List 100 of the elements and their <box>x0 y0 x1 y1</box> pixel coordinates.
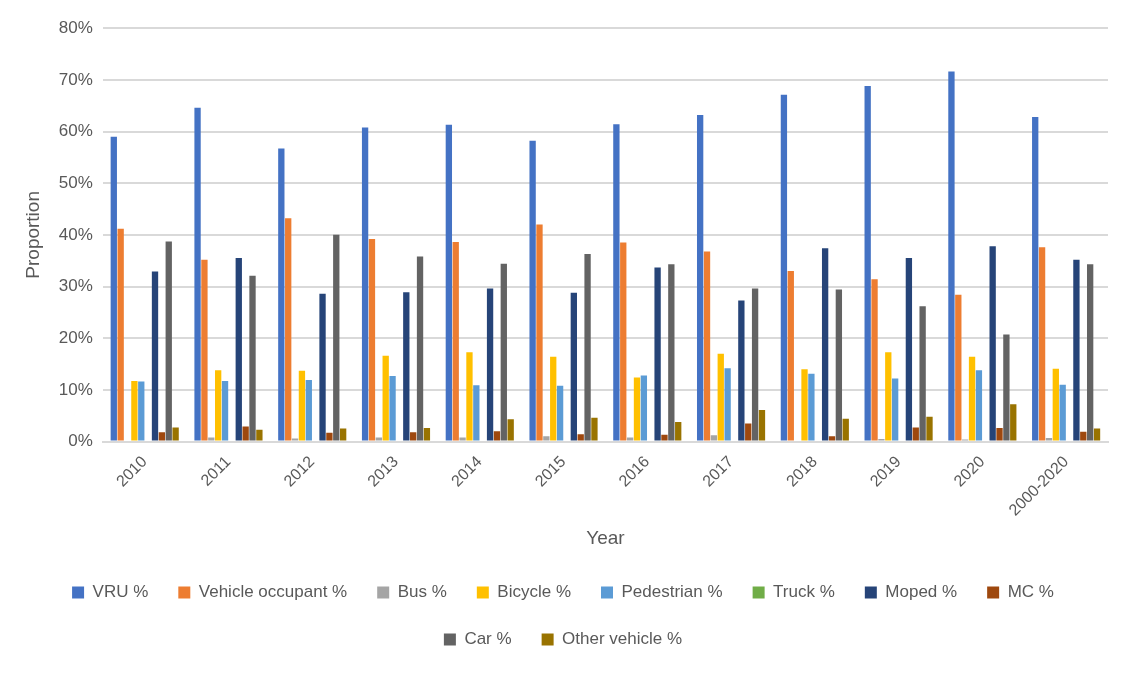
y-tick-label: 60% <box>58 121 93 141</box>
bar <box>1010 404 1017 441</box>
bar <box>835 289 843 441</box>
bar <box>668 264 675 441</box>
bar <box>529 140 536 441</box>
bar <box>948 71 955 441</box>
bar <box>158 432 166 441</box>
bar <box>710 435 718 441</box>
bar <box>620 242 627 441</box>
bar <box>305 380 312 441</box>
bar <box>117 228 124 441</box>
bar <box>423 428 431 441</box>
bar <box>885 352 892 441</box>
legend-label: VRU % <box>92 582 149 602</box>
bar <box>1032 117 1039 441</box>
bar <box>466 352 473 441</box>
legend-label: Pedestrian % <box>621 582 723 602</box>
bar <box>550 356 557 441</box>
bar <box>375 437 382 441</box>
bar <box>801 369 808 441</box>
bar <box>201 259 208 441</box>
legend-label: Vehicle occupant % <box>198 582 348 602</box>
bar <box>298 370 306 441</box>
bar <box>138 381 145 441</box>
bar <box>368 238 376 441</box>
bar <box>745 423 752 441</box>
bar <box>751 288 759 441</box>
bar <box>1073 259 1080 441</box>
bar <box>892 378 899 441</box>
bar <box>285 218 292 441</box>
y-tick-label: 50% <box>58 172 93 192</box>
y-tick-label: 20% <box>58 327 93 347</box>
y-tick-label: 80% <box>58 17 93 37</box>
bar <box>221 381 229 441</box>
x-axis-title: Year <box>586 526 626 548</box>
bar <box>452 242 459 441</box>
bar <box>416 256 424 441</box>
bar <box>577 434 584 441</box>
bar <box>1052 368 1059 441</box>
bar <box>912 427 919 441</box>
bar <box>278 148 285 441</box>
bar <box>584 253 591 441</box>
bar <box>256 429 263 441</box>
bar <box>361 127 369 441</box>
bar <box>703 251 711 441</box>
bar <box>661 434 668 441</box>
bar <box>194 107 201 441</box>
bar <box>613 124 620 441</box>
bar <box>633 377 641 441</box>
bar <box>151 271 159 441</box>
bar <box>591 417 598 441</box>
bar <box>410 432 417 441</box>
legend-label: Bus % <box>397 582 447 602</box>
bar <box>975 370 983 441</box>
bar <box>486 288 494 441</box>
bar <box>808 373 815 441</box>
bar <box>842 418 849 441</box>
y-tick-label: 30% <box>58 276 93 296</box>
legend-label: MC % <box>1007 582 1054 602</box>
bar <box>172 427 179 441</box>
bar <box>131 381 138 441</box>
legend-label: Bicycle % <box>497 582 572 602</box>
bar <box>919 306 926 441</box>
legend-label: Other vehicle % <box>562 629 683 649</box>
bar <box>570 292 577 441</box>
bar <box>1080 431 1087 441</box>
bar <box>536 224 543 441</box>
bar <box>926 416 933 441</box>
bar <box>626 437 634 441</box>
bar <box>319 293 326 441</box>
bar <box>968 356 976 441</box>
y-tick-label: 70% <box>58 69 93 89</box>
bar <box>1087 264 1094 441</box>
bar <box>110 136 117 441</box>
bar <box>738 300 745 441</box>
bar <box>996 428 1003 441</box>
bar <box>1003 334 1010 441</box>
bar <box>696 115 704 441</box>
bar <box>208 437 215 441</box>
bar <box>871 279 878 441</box>
bar <box>640 375 648 441</box>
bar <box>780 94 788 441</box>
bar <box>828 436 836 441</box>
bar <box>1093 428 1101 441</box>
bar <box>1059 384 1066 441</box>
bar <box>1038 247 1046 441</box>
bar <box>989 246 996 441</box>
bar <box>717 353 724 441</box>
bar <box>389 375 396 441</box>
bar <box>326 432 333 441</box>
bar <box>333 234 340 441</box>
bar <box>339 428 347 441</box>
bar <box>543 436 550 441</box>
bar <box>955 294 962 441</box>
bar <box>235 258 242 441</box>
bar <box>905 258 913 441</box>
bar <box>1045 437 1053 441</box>
bar <box>291 438 299 441</box>
bar <box>403 292 410 441</box>
bar <box>445 124 453 441</box>
